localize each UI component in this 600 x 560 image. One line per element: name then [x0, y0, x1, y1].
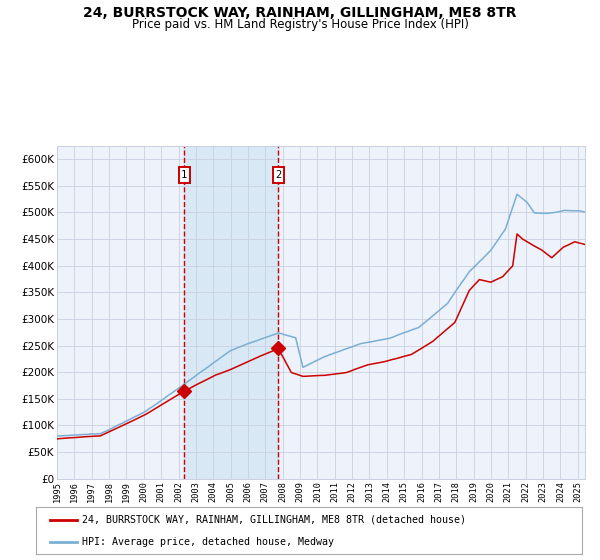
Text: 1996: 1996: [70, 481, 79, 502]
Text: 2000: 2000: [139, 481, 148, 502]
Text: 2022: 2022: [521, 481, 530, 502]
Text: 24, BURRSTOCK WAY, RAINHAM, GILLINGHAM, ME8 8TR: 24, BURRSTOCK WAY, RAINHAM, GILLINGHAM, …: [83, 6, 517, 20]
Text: Price paid vs. HM Land Registry's House Price Index (HPI): Price paid vs. HM Land Registry's House …: [131, 18, 469, 31]
Text: 2006: 2006: [244, 481, 253, 502]
Text: 2023: 2023: [539, 481, 548, 502]
Text: 1995: 1995: [53, 481, 62, 502]
Text: 2024: 2024: [556, 481, 565, 502]
Text: 2012: 2012: [347, 481, 356, 502]
Text: 2010: 2010: [313, 481, 322, 502]
Text: 2016: 2016: [417, 481, 426, 502]
Text: 2017: 2017: [434, 481, 443, 502]
Text: 1997: 1997: [87, 481, 96, 502]
Text: 2015: 2015: [400, 481, 409, 502]
Text: 2020: 2020: [487, 481, 496, 502]
Text: 24, BURRSTOCK WAY, RAINHAM, GILLINGHAM, ME8 8TR (detached house): 24, BURRSTOCK WAY, RAINHAM, GILLINGHAM, …: [82, 515, 466, 525]
Text: 2004: 2004: [209, 481, 218, 502]
Text: 2005: 2005: [226, 481, 235, 502]
Text: 2021: 2021: [504, 481, 513, 502]
Text: 2003: 2003: [191, 481, 200, 502]
Text: 2013: 2013: [365, 481, 374, 502]
Text: 2001: 2001: [157, 481, 166, 502]
Text: 2009: 2009: [296, 481, 305, 502]
Text: 2008: 2008: [278, 481, 287, 502]
Text: 2019: 2019: [469, 481, 478, 502]
Text: 1998: 1998: [104, 481, 113, 502]
Text: 1: 1: [181, 170, 187, 180]
Text: 2014: 2014: [382, 481, 391, 502]
Text: 2025: 2025: [573, 481, 582, 502]
Bar: [184, 146, 278, 479]
Text: 2: 2: [275, 170, 281, 180]
Text: 2011: 2011: [330, 481, 339, 502]
Text: 2002: 2002: [174, 481, 183, 502]
Text: HPI: Average price, detached house, Medway: HPI: Average price, detached house, Medw…: [82, 536, 334, 547]
Text: 1999: 1999: [122, 481, 131, 502]
Text: 2007: 2007: [261, 481, 270, 502]
Text: 2018: 2018: [452, 481, 461, 502]
